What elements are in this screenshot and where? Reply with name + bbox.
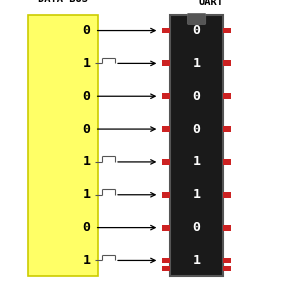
Bar — [223, 225, 232, 230]
Bar — [170, 15, 223, 276]
Bar — [162, 126, 170, 132]
Text: 0: 0 — [82, 24, 91, 37]
Text: 1: 1 — [193, 254, 201, 267]
Bar — [223, 159, 232, 165]
Text: 1: 1 — [82, 188, 91, 201]
Bar — [162, 93, 170, 99]
Bar — [162, 192, 170, 198]
Text: 0: 0 — [193, 90, 201, 103]
Text: 0: 0 — [82, 90, 91, 103]
Bar — [162, 159, 170, 165]
Bar — [223, 258, 232, 263]
Text: 1: 1 — [82, 254, 91, 267]
Bar — [223, 192, 232, 198]
Bar — [223, 28, 232, 33]
Text: 0: 0 — [193, 221, 201, 234]
Bar — [162, 28, 170, 33]
Text: 1: 1 — [193, 188, 201, 201]
Text: 0: 0 — [82, 221, 91, 234]
Bar — [162, 225, 170, 230]
Text: UART: UART — [199, 0, 224, 7]
Bar — [162, 265, 170, 271]
Text: 1: 1 — [82, 155, 91, 168]
Bar — [223, 61, 232, 66]
Bar — [162, 258, 170, 263]
Text: 1: 1 — [193, 57, 201, 70]
Text: DATA BUS: DATA BUS — [38, 0, 88, 4]
Text: 0: 0 — [193, 123, 201, 136]
FancyBboxPatch shape — [188, 13, 206, 24]
Bar — [162, 61, 170, 66]
Bar — [223, 126, 232, 132]
Text: 0: 0 — [82, 123, 91, 136]
Text: 1: 1 — [82, 57, 91, 70]
Text: 0: 0 — [193, 24, 201, 37]
Bar — [28, 15, 98, 276]
Text: 1: 1 — [193, 155, 201, 168]
Bar — [223, 265, 232, 271]
Bar — [223, 93, 232, 99]
